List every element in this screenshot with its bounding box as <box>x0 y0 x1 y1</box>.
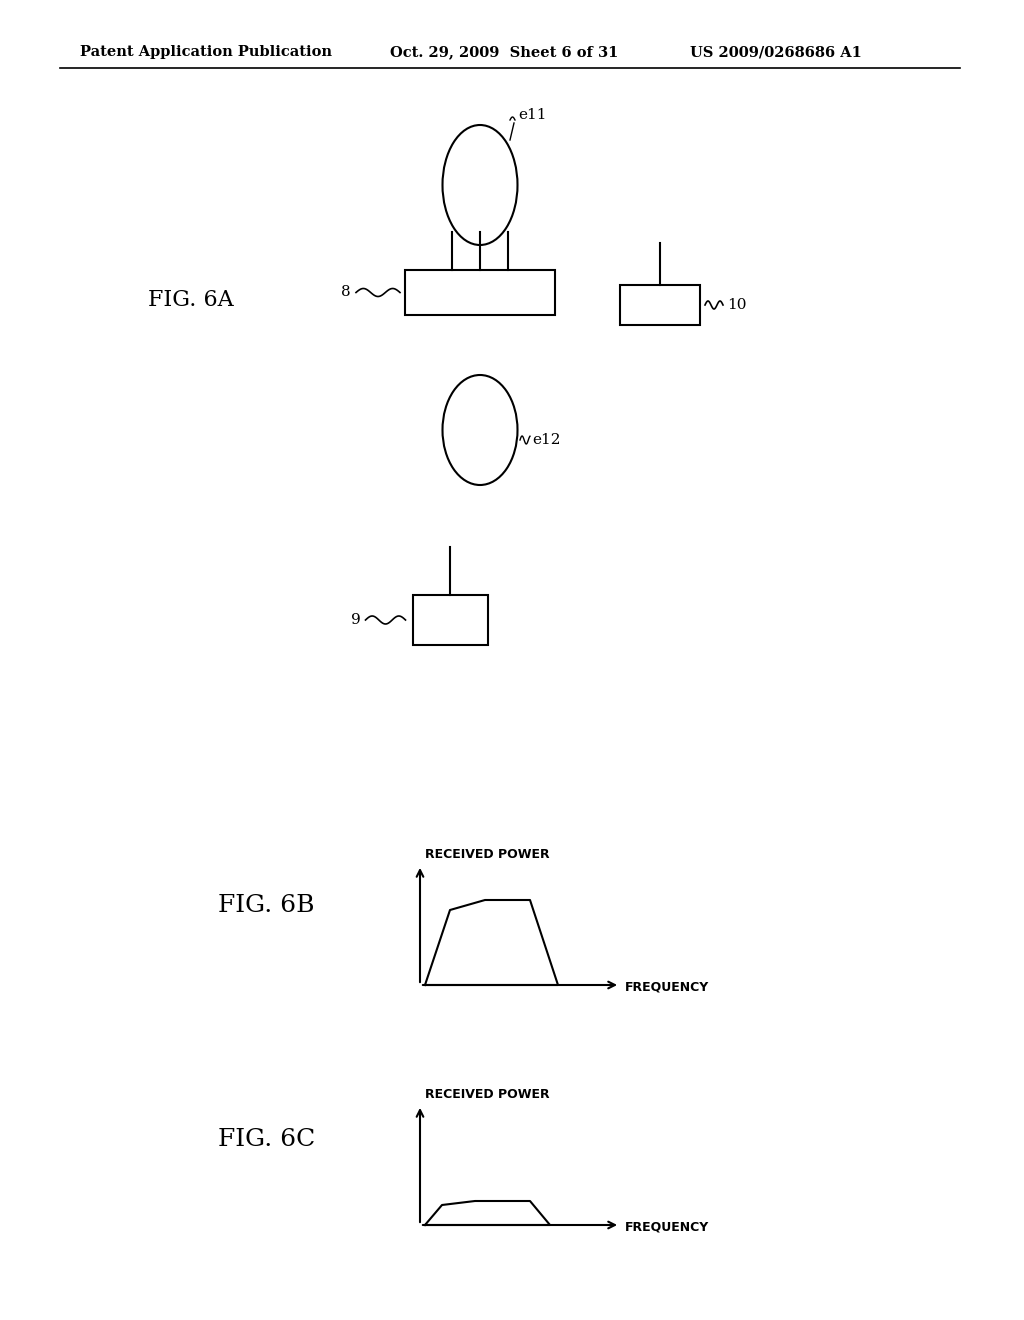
Bar <box>620 285 700 325</box>
Text: 10: 10 <box>727 298 746 312</box>
Text: FIG. 6C: FIG. 6C <box>218 1129 315 1151</box>
Text: FIG. 6A: FIG. 6A <box>148 289 233 312</box>
Text: 8: 8 <box>341 285 351 300</box>
Text: RECEIVED POWER: RECEIVED POWER <box>425 849 550 862</box>
Bar <box>413 595 487 645</box>
Text: Patent Application Publication: Patent Application Publication <box>80 45 332 59</box>
Text: FREQUENCY: FREQUENCY <box>625 1221 710 1233</box>
Text: RECEIVED POWER: RECEIVED POWER <box>425 1089 550 1101</box>
Bar <box>406 271 555 315</box>
Text: FIG. 6B: FIG. 6B <box>218 894 314 916</box>
Text: Oct. 29, 2009  Sheet 6 of 31: Oct. 29, 2009 Sheet 6 of 31 <box>390 45 618 59</box>
Text: 9: 9 <box>351 612 360 627</box>
Ellipse shape <box>442 125 517 246</box>
Text: e11: e11 <box>518 108 547 121</box>
Text: FREQUENCY: FREQUENCY <box>625 981 710 994</box>
Ellipse shape <box>442 375 517 484</box>
Text: US 2009/0268686 A1: US 2009/0268686 A1 <box>690 45 862 59</box>
Text: e12: e12 <box>532 433 560 447</box>
